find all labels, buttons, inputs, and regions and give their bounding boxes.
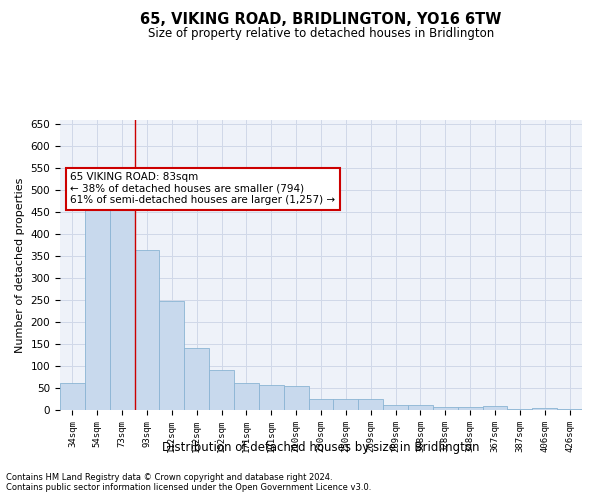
Bar (259, 385, 284, 410)
Bar (209, 370, 234, 410)
Bar (532, 408, 557, 410)
Bar (134, 250, 160, 410)
Bar (85, 210, 110, 410)
Bar (184, 348, 209, 410)
Text: Distribution of detached houses by size in Bridlington: Distribution of detached houses by size … (162, 441, 480, 454)
Bar (110, 180, 134, 410)
Bar (383, 405, 408, 410)
Y-axis label: Number of detached properties: Number of detached properties (15, 178, 25, 352)
Bar (482, 406, 508, 410)
Text: Size of property relative to detached houses in Bridlington: Size of property relative to detached ho… (148, 28, 494, 40)
Bar (408, 405, 433, 410)
Bar (433, 408, 458, 410)
Bar (358, 398, 383, 410)
Text: Contains public sector information licensed under the Open Government Licence v3: Contains public sector information licen… (6, 484, 371, 492)
Bar (458, 408, 482, 410)
Bar (60, 383, 85, 410)
Text: 65, VIKING ROAD, BRIDLINGTON, YO16 6TW: 65, VIKING ROAD, BRIDLINGTON, YO16 6TW (140, 12, 502, 28)
Bar (308, 398, 334, 410)
Bar (334, 398, 358, 410)
Text: 65 VIKING ROAD: 83sqm
← 38% of detached houses are smaller (794)
61% of semi-det: 65 VIKING ROAD: 83sqm ← 38% of detached … (70, 172, 335, 206)
Text: Contains HM Land Registry data © Crown copyright and database right 2024.: Contains HM Land Registry data © Crown c… (6, 474, 332, 482)
Bar (557, 408, 582, 410)
Bar (234, 383, 259, 410)
Bar (284, 386, 308, 410)
Bar (508, 408, 532, 410)
Bar (160, 301, 184, 410)
